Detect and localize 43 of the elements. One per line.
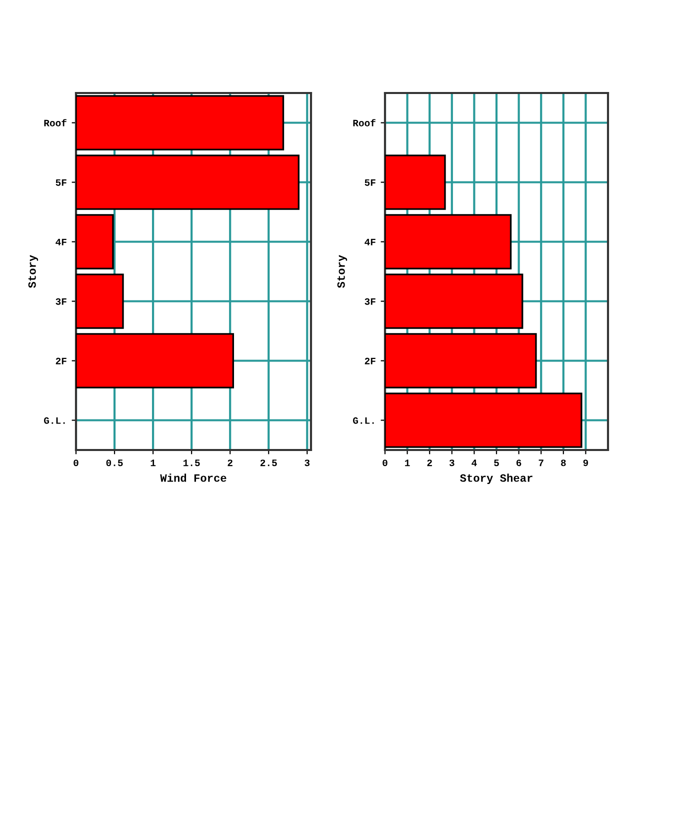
x-tick-label: 0 [74,460,78,466]
y-tick-label: 4F [56,238,66,246]
y-tick-label: 5F [56,179,66,186]
bar [76,333,234,388]
y-tick-label: Roof [44,119,66,126]
y-tick-label: 3F [56,298,66,305]
bar [76,214,114,270]
bar [76,154,300,210]
y-tick-label: Roof [353,119,376,126]
x-axis-title: Story Shear [460,474,532,484]
x-tick-label: 9 [583,460,588,466]
x-axis-title: Wind Force [160,474,226,482]
x-tick-label: 5 [494,460,499,466]
y-tick-label: 4F [364,238,376,246]
x-tick-label: 2.5 [260,460,277,466]
x-tick-label: 1 [405,460,410,466]
bar [385,274,524,329]
y-axis-title: Story [337,255,348,288]
x-tick-label: 2 [228,460,232,466]
y-tick-label: 2F [56,358,66,364]
y-tick-label: 5F [364,179,376,186]
x-tick-label: 4 [472,460,477,466]
y-axis-title: Story [28,255,38,288]
y-tick-label: 3F [364,298,376,305]
x-tick-label: 0.5 [106,460,123,466]
y-tick-label: G.L. [353,417,374,424]
bar [76,95,284,150]
x-tick-label: 1.5 [183,460,200,466]
bar [385,154,446,210]
bar [385,392,582,448]
y-tick-label: G.L. [44,417,65,424]
x-tick-label: 6 [516,460,522,466]
x-tick-label: 3 [449,460,454,466]
x-tick-label: 2 [427,460,432,466]
x-tick-label: 7 [538,460,544,466]
bar [76,274,124,329]
x-tick-label: 3 [304,460,310,466]
y-tick-label: 2F [364,358,376,364]
x-tick-label: 1 [150,460,156,466]
bar [385,333,537,388]
x-tick-label: 0 [382,460,388,466]
x-tick-label: 8 [561,460,566,466]
bar [385,214,512,270]
